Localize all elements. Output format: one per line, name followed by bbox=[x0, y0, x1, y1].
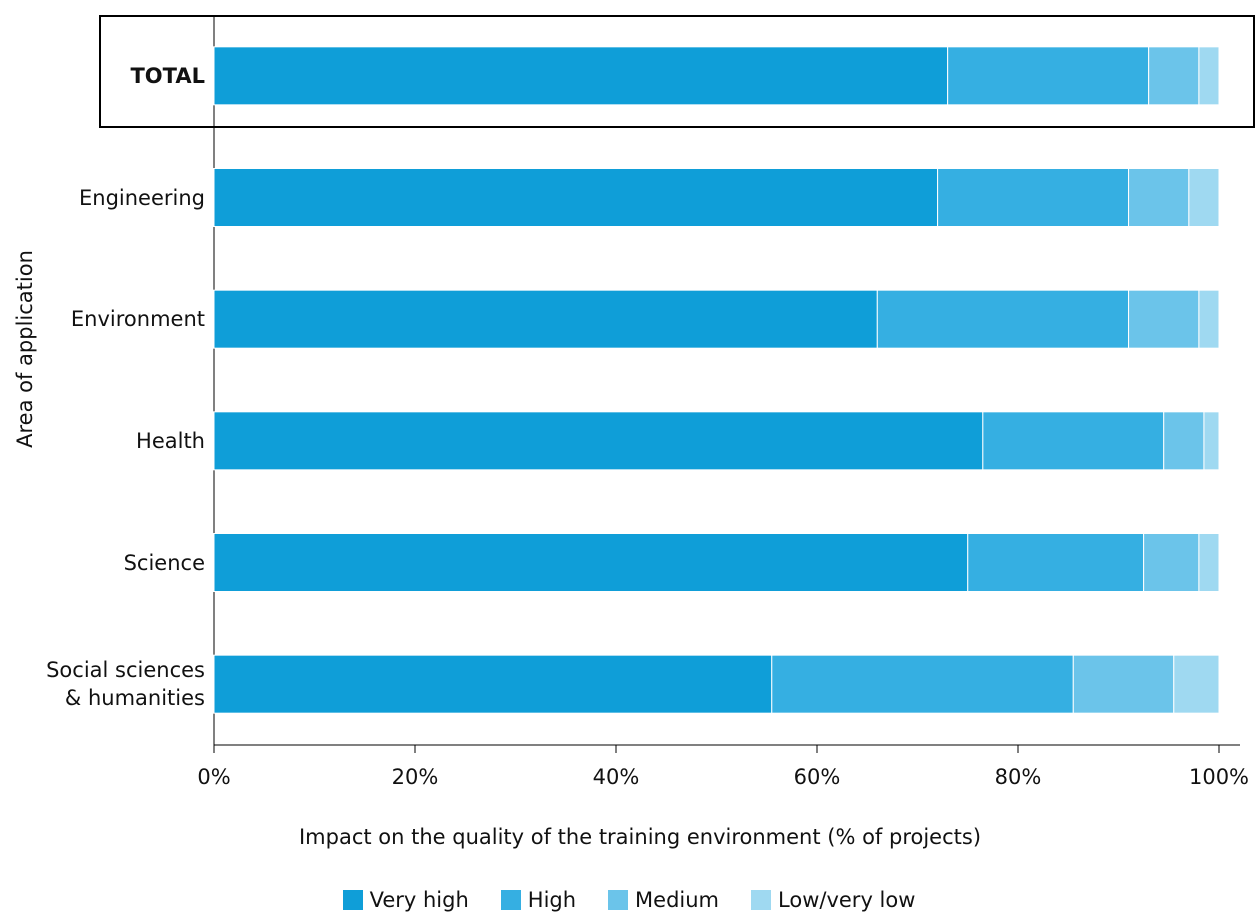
legend-item: Very high bbox=[342, 888, 469, 912]
y-tick-label: Health bbox=[136, 428, 205, 453]
bar-segment bbox=[213, 654, 773, 714]
bar-segment bbox=[213, 289, 878, 349]
bar-segment bbox=[1143, 533, 1200, 592]
legend-label: Low/very low bbox=[778, 888, 916, 912]
legend-swatch bbox=[342, 890, 363, 910]
legend-label: Medium bbox=[635, 888, 720, 912]
bar-segment bbox=[771, 654, 1074, 714]
bar-segment bbox=[1203, 411, 1220, 471]
bar-segment bbox=[967, 533, 1145, 592]
legend-swatch bbox=[608, 890, 629, 910]
bar-segment bbox=[1148, 46, 1200, 106]
bar-segment bbox=[1198, 289, 1220, 349]
x-tick-label: 20% bbox=[392, 765, 439, 789]
bar-segment bbox=[1188, 168, 1220, 227]
y-tick-label: TOTAL bbox=[130, 63, 205, 88]
x-axis-label: Impact on the quality of the training en… bbox=[299, 825, 981, 849]
legend: Very high High Medium Low/very low bbox=[0, 888, 1258, 912]
y-axis-label: Area of application bbox=[13, 250, 37, 448]
bar-segment bbox=[1128, 289, 1200, 349]
bar-segment bbox=[1128, 168, 1190, 227]
x-tick-label: 40% bbox=[593, 765, 640, 789]
y-tick-label: Environment bbox=[70, 307, 205, 332]
x-tick-label: 0% bbox=[197, 765, 230, 789]
bar-segment bbox=[213, 411, 984, 471]
y-tick-label: Science bbox=[123, 550, 205, 575]
legend-label: Very high bbox=[369, 888, 469, 912]
legend-swatch bbox=[751, 890, 772, 910]
legend-swatch bbox=[500, 890, 521, 910]
bar-segment bbox=[213, 168, 939, 227]
bar-segment bbox=[213, 533, 969, 592]
x-tick-label: 80% bbox=[995, 765, 1042, 789]
bar-segment bbox=[1198, 46, 1220, 106]
y-tick-label: Social sciences & humanities bbox=[46, 658, 205, 711]
bar-segment bbox=[1173, 654, 1220, 714]
legend-item: High bbox=[500, 888, 577, 912]
x-tick-label: 60% bbox=[794, 765, 841, 789]
bar-segment bbox=[947, 46, 1150, 106]
total-highlight-box bbox=[99, 15, 1255, 128]
bar-segment bbox=[1198, 533, 1220, 592]
bar-segment bbox=[1163, 411, 1205, 471]
y-tick-label: Engineering bbox=[79, 185, 205, 210]
legend-item: Low/very low bbox=[751, 888, 915, 912]
bar-segment bbox=[982, 411, 1165, 471]
bar-segment bbox=[876, 289, 1130, 349]
legend-item: Medium bbox=[608, 888, 719, 912]
x-tick-label: 100% bbox=[1189, 765, 1249, 789]
bar-segment bbox=[213, 46, 949, 106]
bar-segment bbox=[1072, 654, 1175, 714]
bar-segment bbox=[937, 168, 1130, 227]
legend-label: High bbox=[527, 888, 577, 912]
